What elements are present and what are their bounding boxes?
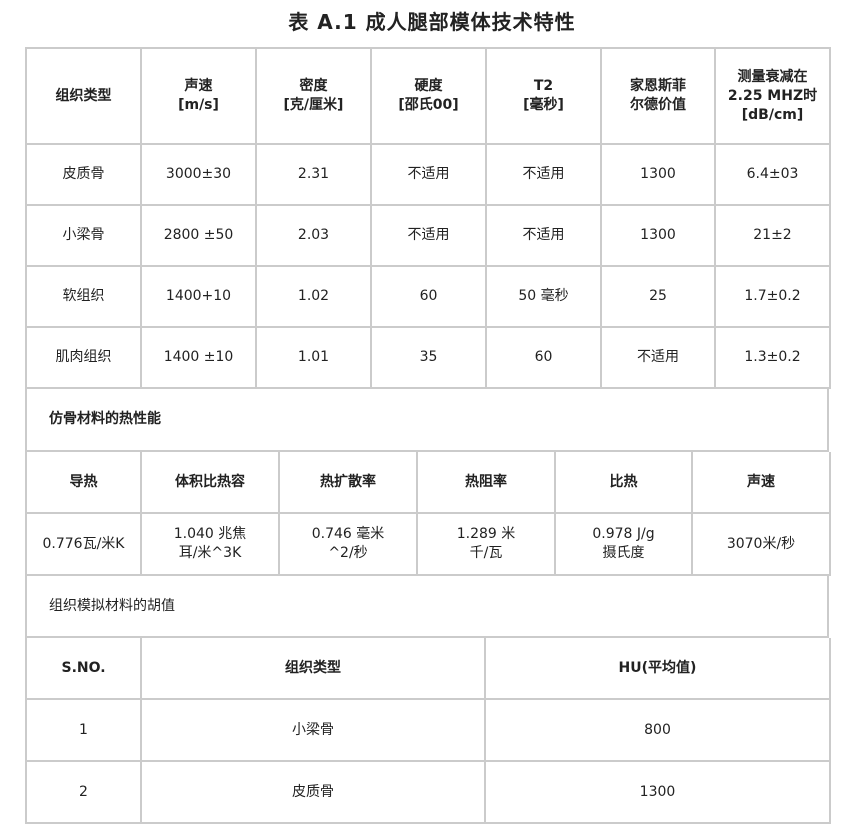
table-cell: 2.03 xyxy=(255,204,372,267)
table-cell: 1 xyxy=(25,699,142,762)
table-cell: 6.4±03 xyxy=(714,143,831,206)
table-cell: 3070米/秒 xyxy=(691,513,831,576)
table-cell: 0.978 J/g 摄氏度 xyxy=(554,513,693,576)
table-cell: 小梁骨 xyxy=(140,699,486,762)
table-cell: 800 xyxy=(484,699,831,762)
table-row: 2 皮质骨 1300 xyxy=(25,761,831,824)
hu-values-table: S.NO. 组织类型 HU(平均值) 1 小梁骨 800 2 皮质骨 1300 xyxy=(25,638,831,824)
header-cell: 硬度 [邵氏00] xyxy=(370,47,487,145)
header-cell: 导热 xyxy=(25,452,142,514)
section-bone-thermal: 仿骨材料的热性能 xyxy=(25,389,829,452)
header-cell: 声速 xyxy=(691,452,831,514)
header-cell: S.NO. xyxy=(25,638,142,700)
table-cell: 0.746 毫米 ^2/秒 xyxy=(278,513,418,576)
table-cell: 1.3±0.2 xyxy=(714,326,831,389)
table-cell: 35 xyxy=(370,326,487,389)
header-cell: 密度 [克/厘米] xyxy=(255,47,372,145)
header-row: S.NO. 组织类型 HU(平均值) xyxy=(25,638,831,700)
table-cell: 2 xyxy=(25,761,142,824)
table-cell: 不适用 xyxy=(370,143,487,206)
header-cell: 测量衰减在 2.25 MHZ时 [dB/cm] xyxy=(714,47,831,145)
table-cell: 皮质骨 xyxy=(25,143,142,206)
table-cell: 1300 xyxy=(600,204,716,267)
table-cell: 3000±30 xyxy=(140,143,257,206)
table-cell: 1.01 xyxy=(255,326,372,389)
table-cell: 60 xyxy=(370,265,487,328)
table-cell: 1.02 xyxy=(255,265,372,328)
header-cell: 家恩斯菲 尔德价值 xyxy=(600,47,716,145)
table-cell: 肌肉组织 xyxy=(25,326,142,389)
table-cell: 不适用 xyxy=(485,204,602,267)
table-cell: 2800 ±50 xyxy=(140,204,257,267)
table-cell: 0.776瓦/米K xyxy=(25,513,142,576)
table-cell: 1400+10 xyxy=(140,265,257,328)
table-row: 软组织 1400+10 1.02 60 50 毫秒 25 1.7±0.2 xyxy=(25,265,831,328)
table-row: 0.776瓦/米K 1.040 兆焦 耳/米^3K 0.746 毫米 ^2/秒 1.2… xyxy=(25,513,831,576)
header-cell: 组织类型 xyxy=(25,47,142,145)
header-cell: 热扩散率 xyxy=(278,452,418,514)
header-cell: HU(平均值) xyxy=(484,638,831,700)
header-cell: 比热 xyxy=(554,452,693,514)
table-cell: 1.289 米 千/瓦 xyxy=(416,513,556,576)
table-row: 肌肉组织 1400 ±10 1.01 35 60 不适用 1.3±0.2 xyxy=(25,326,831,389)
header-row: 组织类型 声速 [m/s] 密度 [克/厘米] 硬度 [邵氏00] T2 [毫秒] 家恩斯… xyxy=(25,47,831,145)
header-cell: 声速 [m/s] xyxy=(140,47,257,145)
table-cell: 1300 xyxy=(484,761,831,824)
thermal-properties-table: 导热 体积比热容 热扩散率 热阻率 比热 声速 0.776瓦/米K 1.040 兆焦 耳/米^… xyxy=(25,452,831,576)
table-cell: 皮质骨 xyxy=(140,761,486,824)
table-row: 1 小梁骨 800 xyxy=(25,699,831,762)
header-cell: 组织类型 xyxy=(140,638,486,700)
section-hu-values: 组织模拟材料的胡值 xyxy=(25,576,829,638)
table-row: 皮质骨 3000±30 2.31 不适用 不适用 1300 6.4±03 xyxy=(25,143,831,206)
table-row: 小梁骨 2800 ±50 2.03 不适用 不适用 1300 21±2 xyxy=(25,204,831,267)
section-title: 组织模拟材料的胡值 xyxy=(25,576,829,638)
table-cell: 小梁骨 xyxy=(25,204,142,267)
table-cell: 60 xyxy=(485,326,602,389)
section-title: 仿骨材料的热性能 xyxy=(25,389,829,452)
specs-table: 组织类型 声速 [m/s] 密度 [克/厘米] 硬度 [邵氏00] T2 [毫秒] 家恩斯… xyxy=(25,47,831,824)
table-cell: 不适用 xyxy=(600,326,716,389)
tissue-properties-table: 组织类型 声速 [m/s] 密度 [克/厘米] 硬度 [邵氏00] T2 [毫秒] 家恩斯… xyxy=(25,47,831,389)
table-title: 表 A.1 成人腿部模体技术特性 xyxy=(288,10,576,34)
table-cell: 软组织 xyxy=(25,265,142,328)
table-cell: 25 xyxy=(600,265,716,328)
table-cell: 1.040 兆焦 耳/米^3K xyxy=(140,513,280,576)
table-cell: 50 毫秒 xyxy=(485,265,602,328)
header-cell: 热阻率 xyxy=(416,452,556,514)
header-cell: 体积比热容 xyxy=(140,452,280,514)
table-cell: 1300 xyxy=(600,143,716,206)
table-cell: 不适用 xyxy=(485,143,602,206)
table-cell: 2.31 xyxy=(255,143,372,206)
table-cell: 21±2 xyxy=(714,204,831,267)
table-cell: 1.7±0.2 xyxy=(714,265,831,328)
table-cell: 1400 ±10 xyxy=(140,326,257,389)
header-cell: T2 [毫秒] xyxy=(485,47,602,145)
header-row: 导热 体积比热容 热扩散率 热阻率 比热 声速 xyxy=(25,452,831,514)
table-cell: 不适用 xyxy=(370,204,487,267)
